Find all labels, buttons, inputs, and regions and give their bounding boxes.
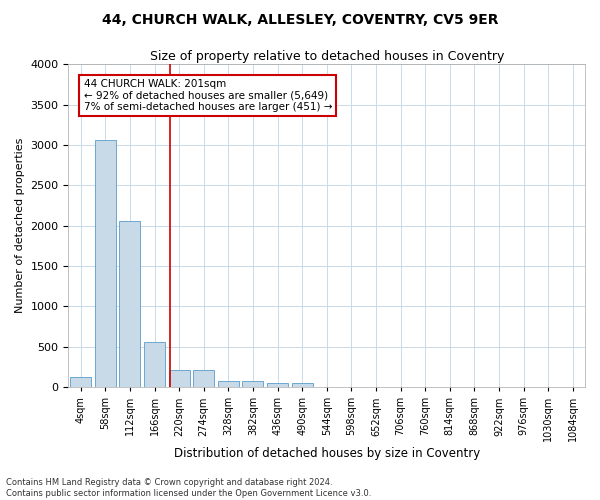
Bar xyxy=(119,221,140,387)
Bar xyxy=(169,370,190,387)
Text: 44, CHURCH WALK, ALLESLEY, COVENTRY, CV5 9ER: 44, CHURCH WALK, ALLESLEY, COVENTRY, CV5… xyxy=(102,12,498,26)
Title: Size of property relative to detached houses in Coventry: Size of property relative to detached ho… xyxy=(149,50,504,63)
Bar xyxy=(193,370,214,387)
X-axis label: Distribution of detached houses by size in Coventry: Distribution of detached houses by size … xyxy=(173,447,480,460)
Bar xyxy=(144,342,165,387)
Bar xyxy=(292,383,313,387)
Bar xyxy=(95,140,116,387)
Bar xyxy=(242,381,263,387)
Bar xyxy=(218,380,239,387)
Text: Contains HM Land Registry data © Crown copyright and database right 2024.
Contai: Contains HM Land Registry data © Crown c… xyxy=(6,478,371,498)
Bar xyxy=(70,376,91,387)
Text: 44 CHURCH WALK: 201sqm
← 92% of detached houses are smaller (5,649)
7% of semi-d: 44 CHURCH WALK: 201sqm ← 92% of detached… xyxy=(83,78,332,112)
Y-axis label: Number of detached properties: Number of detached properties xyxy=(15,138,25,314)
Bar xyxy=(267,382,288,387)
